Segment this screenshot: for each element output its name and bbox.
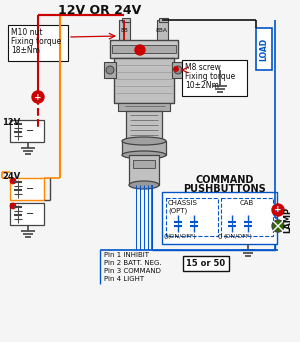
Bar: [221, 198, 273, 236]
Bar: [10, 178, 44, 200]
Text: (OPT): (OPT): [168, 207, 187, 213]
Text: 15 or 50: 15 or 50: [186, 259, 226, 268]
Text: Pin 4 LIGHT: Pin 4 LIGHT: [104, 276, 144, 282]
Text: 88: 88: [121, 27, 129, 32]
Text: CAB: CAB: [240, 200, 254, 206]
Text: 12V OR 24V: 12V OR 24V: [58, 4, 142, 17]
Ellipse shape: [122, 151, 166, 159]
Text: 10±2Nm: 10±2Nm: [185, 81, 219, 90]
Circle shape: [10, 178, 16, 184]
Circle shape: [106, 66, 114, 74]
Text: COMMAND: COMMAND: [196, 175, 254, 185]
Bar: [166, 198, 218, 236]
Bar: [8, 25, 68, 61]
Circle shape: [173, 66, 178, 71]
Text: (ON/OFF): (ON/OFF): [223, 234, 252, 239]
Text: Pin 2 BATT. NEG.: Pin 2 BATT. NEG.: [104, 260, 162, 266]
Ellipse shape: [122, 137, 166, 145]
Circle shape: [32, 91, 44, 103]
Text: PUSHBUTTONS: PUSHBUTTONS: [184, 184, 266, 194]
Bar: [10, 120, 44, 142]
Bar: [172, 62, 184, 78]
Text: M10 nut: M10 nut: [11, 28, 43, 37]
Bar: [183, 256, 229, 271]
Circle shape: [10, 203, 16, 209]
Circle shape: [272, 204, 284, 216]
Text: +: +: [274, 206, 282, 214]
Text: 18±Nm: 18±Nm: [11, 46, 40, 55]
Bar: [256, 28, 272, 70]
Circle shape: [135, 45, 145, 55]
Bar: [122, 141, 166, 155]
Bar: [119, 20, 130, 42]
Text: 12V: 12V: [2, 118, 20, 127]
Circle shape: [174, 66, 182, 74]
Text: Pin 1 INHIBIT: Pin 1 INHIBIT: [104, 252, 149, 258]
Text: Fixing torque: Fixing torque: [11, 37, 61, 46]
Bar: [104, 62, 116, 78]
Text: 24V: 24V: [2, 172, 20, 181]
Ellipse shape: [129, 181, 159, 189]
Bar: [110, 40, 178, 58]
Text: LAMP: LAMP: [284, 207, 292, 233]
Bar: [126, 111, 162, 141]
Text: +: +: [34, 92, 42, 102]
Bar: [182, 60, 247, 96]
Bar: [118, 103, 170, 111]
Text: CHASSIS: CHASSIS: [168, 200, 198, 206]
Text: 88A: 88A: [156, 27, 168, 32]
Bar: [122, 18, 130, 22]
Bar: [114, 58, 174, 103]
Bar: [129, 155, 159, 185]
Text: Pin 3 COMMAND: Pin 3 COMMAND: [104, 268, 161, 274]
Text: Fixing torque: Fixing torque: [185, 72, 235, 81]
Text: LOAD: LOAD: [260, 37, 268, 61]
Bar: [157, 20, 168, 42]
Bar: [10, 203, 44, 225]
Text: (ON/OFF): (ON/OFF): [168, 234, 197, 239]
Text: −: −: [26, 209, 34, 219]
Text: 0: 0: [218, 234, 223, 240]
Text: −: −: [26, 184, 34, 194]
Bar: [159, 18, 168, 22]
Circle shape: [272, 220, 284, 232]
Text: −: −: [26, 126, 34, 136]
Bar: [162, 192, 277, 244]
Bar: [133, 160, 155, 168]
Bar: [112, 45, 176, 53]
Text: 0: 0: [163, 234, 167, 240]
Text: M8 screw: M8 screw: [185, 63, 221, 72]
